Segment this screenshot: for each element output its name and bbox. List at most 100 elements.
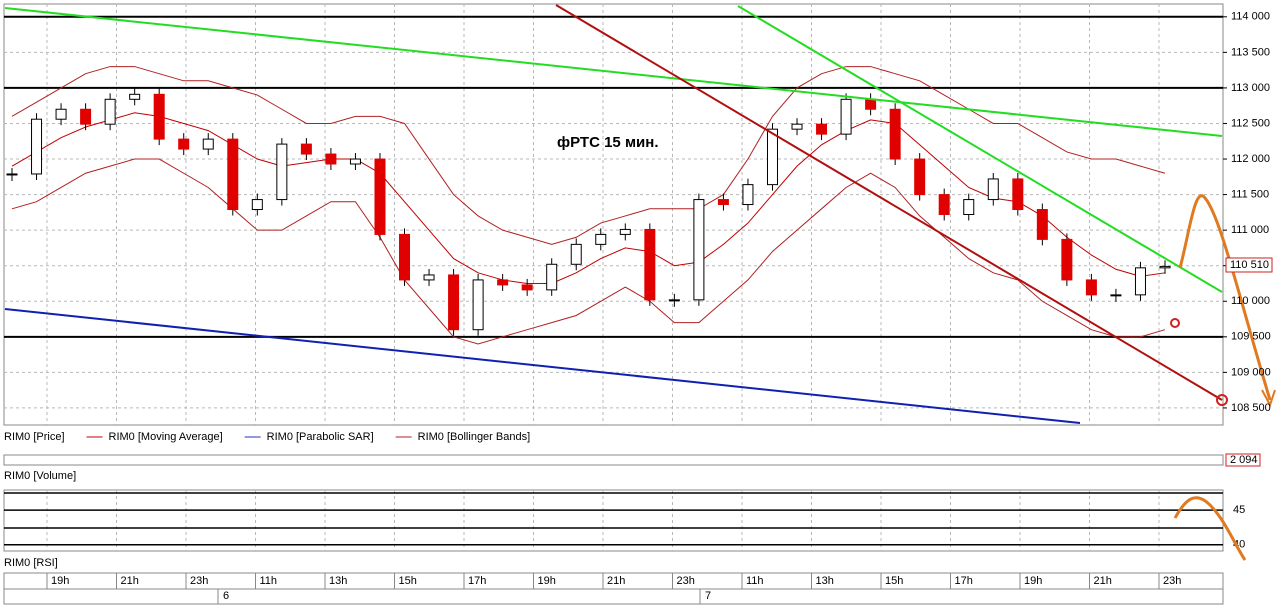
time-label: 23h [190,575,208,587]
candle-body [80,108,92,125]
candle-body [521,284,533,291]
day-label: 6 [223,590,229,602]
candle-body [129,93,141,100]
legend-entry: RIM0 [Moving Average] [109,431,223,443]
candle-body [938,194,950,216]
candle-body [546,263,558,291]
target-marker [1170,318,1180,328]
candle-body [644,228,656,301]
candle-body [668,299,680,302]
y-tick-label: 113 000 [1231,82,1270,94]
y-tick-label: 110 000 [1231,295,1270,307]
y-tick-label: 112 000 [1231,153,1270,165]
time-label: 21h [1094,575,1112,587]
y-tick-label: 112 500 [1231,117,1270,129]
volume-title: RIM0 [Volume] [4,470,76,482]
forecast-arrow [1178,194,1272,401]
candle-body [1110,294,1122,297]
rsi-title: RIM0 [RSI] [4,557,58,569]
y-tick-label: 109 500 [1231,331,1271,343]
candle-body [300,143,312,155]
candle-body [31,118,43,175]
legend-entry: RIM0 [Bollinger Bands] [418,431,531,443]
time-label: 15h [399,575,417,587]
candle-body [742,184,754,206]
candle-body [423,274,435,281]
volume-tag [1225,453,1261,467]
candle-body [1159,265,1171,269]
candle-body [840,98,852,135]
time-label: 19h [538,575,556,587]
candle-body [791,123,803,130]
candle-body [963,199,975,215]
candle-body [6,173,18,176]
y-tick-label: 111 500 [1231,188,1269,200]
volume-pane [3,454,1224,466]
trend-line [737,5,1223,293]
time-label: 17h [955,575,973,587]
time-label: 13h [329,575,347,587]
candle-body [325,153,337,165]
rsi-tick-label: 45 [1233,504,1245,516]
trend-line [4,308,1081,424]
price-tag [1225,257,1273,273]
candle-body [202,138,214,150]
candle-body [227,138,239,211]
time-label: 17h [468,575,486,587]
day-label: 7 [705,590,711,602]
candle-body [816,123,828,135]
moving-average [11,112,1166,284]
candle-body [1012,178,1024,211]
time-label: 23h [1163,575,1181,587]
price-tag-label: 110 510 [1230,259,1269,271]
candle-body [153,93,165,140]
candle-body [1061,238,1073,281]
candle-body [766,128,778,186]
volume-value: 2 094 [1230,454,1258,466]
forecast-arrow [1173,496,1247,561]
legend [0,428,1276,445]
annotation: фРТС 15 мин. [557,134,659,151]
candle-body [178,138,190,150]
candle-body [399,233,411,281]
rsi-pane [3,489,1224,552]
trend-line [4,7,1223,137]
y-tick-label: 108 500 [1231,402,1271,414]
y-tick-label: 111 000 [1231,224,1269,236]
candle-body [374,158,386,235]
candle-body [55,108,67,120]
legend-entry: RIM0 [Price] [4,431,65,443]
candle-body [889,108,901,160]
candle-body [472,279,484,331]
arrow-head [1261,389,1276,408]
candle-body [914,158,926,196]
candle-body [497,279,509,286]
candle-body [595,233,607,245]
time-label: 23h [677,575,695,587]
candle-body [570,243,582,265]
candle-body [276,143,288,201]
time-label: 21h [607,575,625,587]
y-tick-label: 113 500 [1231,46,1270,58]
time-label: 19h [1024,575,1042,587]
time-label: 21h [121,575,139,587]
time-label: 11h [260,575,278,587]
y-tick-label: 114 000 [1231,11,1270,23]
candle-body [349,158,361,165]
candle-body [619,228,631,235]
bollinger-upper [11,66,1166,245]
candle-body [1036,209,1048,240]
candle-body [717,199,729,206]
candle-body [693,199,705,301]
trend-lines [4,4,1276,424]
trend-line [555,4,1223,401]
candle-body [987,178,999,201]
target-marker [1216,394,1228,406]
candle-body [1134,267,1146,296]
time-label: 11h [746,575,764,587]
time-label: 19h [51,575,69,587]
bollinger-lower [11,158,1166,345]
candle-body [448,274,460,331]
candle-body [251,199,263,211]
